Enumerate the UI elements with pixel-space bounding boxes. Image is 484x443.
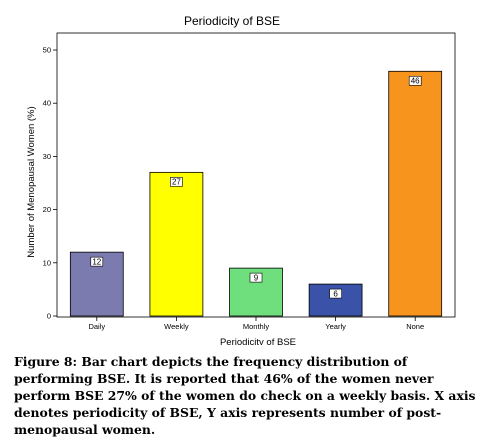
- chart-title: Periodicity of BSE: [184, 14, 280, 28]
- data-label: 6: [333, 289, 338, 298]
- x-tick-label: Yearly: [325, 322, 346, 331]
- x-tick-label: None: [406, 322, 424, 331]
- data-label-box: [170, 177, 183, 187]
- data-label: 46: [411, 76, 420, 85]
- figure-caption: Figure 8: Bar chart depicts the frequenc…: [14, 354, 476, 437]
- y-tick-label: 20: [43, 205, 51, 214]
- x-tick-label: Weekly: [164, 322, 189, 331]
- x-axis-label: Periodicity of BSE: [220, 337, 296, 345]
- bars: 12 27 9 6 46: [69, 70, 443, 317]
- x-tick-label: Monthly: [243, 322, 270, 331]
- bar-weekly: [149, 171, 204, 317]
- data-label-box: [408, 75, 422, 86]
- bar-none: [388, 70, 443, 317]
- y-axis: 0 10 20 30 40 50: [43, 46, 57, 321]
- y-axis-label: Number of Menopausal Women (%): [26, 106, 37, 257]
- data-label-box: [249, 272, 263, 283]
- y-tick-label: 40: [43, 99, 51, 108]
- y-tick-label: 10: [43, 258, 51, 267]
- data-label: 9: [254, 273, 259, 282]
- y-tick-label: 30: [43, 152, 51, 161]
- data-label-box: [329, 288, 342, 299]
- y-tick-label: 50: [43, 46, 51, 55]
- data-label: 27: [172, 178, 181, 187]
- data-label-box: [90, 256, 104, 267]
- x-axis: Daily Weekly Monthly Yearly None: [88, 317, 424, 331]
- y-tick-label: 0: [47, 312, 51, 321]
- bar-yearly: [308, 283, 363, 317]
- x-tick-label: Daily: [88, 322, 105, 331]
- data-label: 12: [92, 257, 101, 266]
